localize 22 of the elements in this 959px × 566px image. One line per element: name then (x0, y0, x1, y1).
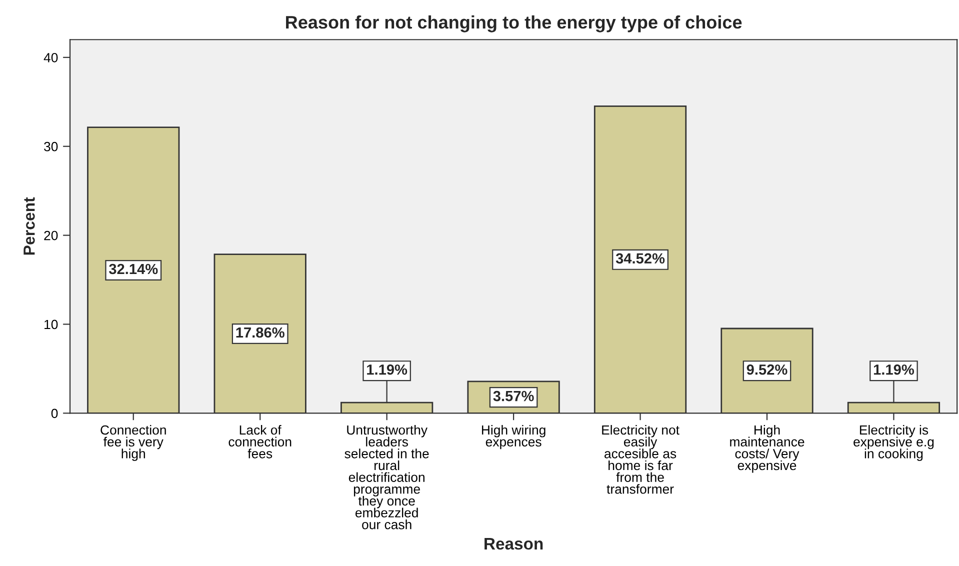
category-label: Untrustworthy leaders selected in the rural electrification programme they once embezzled our cash (344, 424, 429, 530)
x-tick-label: High wiring expences (482, 424, 546, 450)
x-tick-label: Electricity is expensive e.g in cooking (854, 424, 934, 461)
x-tick-label: Connection fee is very high (100, 424, 166, 461)
data-label: 9.52% (746, 364, 788, 375)
x-tick-label: High maintenance costs/ Very expensive (730, 424, 804, 473)
y-tick-label: 30 (44, 142, 58, 152)
y-tick-label: 10 (44, 320, 58, 330)
data-label: 32.14% (108, 264, 158, 274)
x-axis-title: Reason (484, 538, 543, 550)
y-tick-label: 0 (51, 408, 58, 418)
x-tick-label: Electricity not easily accesible as home is far from the transformer (602, 424, 680, 494)
data-label: 3.57% (493, 390, 534, 402)
x-tick-label: Lack of connection fees (228, 424, 292, 458)
data-label: 1.19% (874, 364, 914, 375)
y-tick-label: 40 (44, 52, 58, 62)
data-label: 17.86% (236, 327, 284, 338)
data-label: 1.19% (367, 364, 408, 375)
y-axis-title: Percent (24, 197, 35, 255)
chart-title: Reason for not changing to the energy type of choice (286, 15, 742, 32)
data-label: 34.52% (616, 253, 665, 264)
y-tick-label: 20 (44, 230, 58, 240)
